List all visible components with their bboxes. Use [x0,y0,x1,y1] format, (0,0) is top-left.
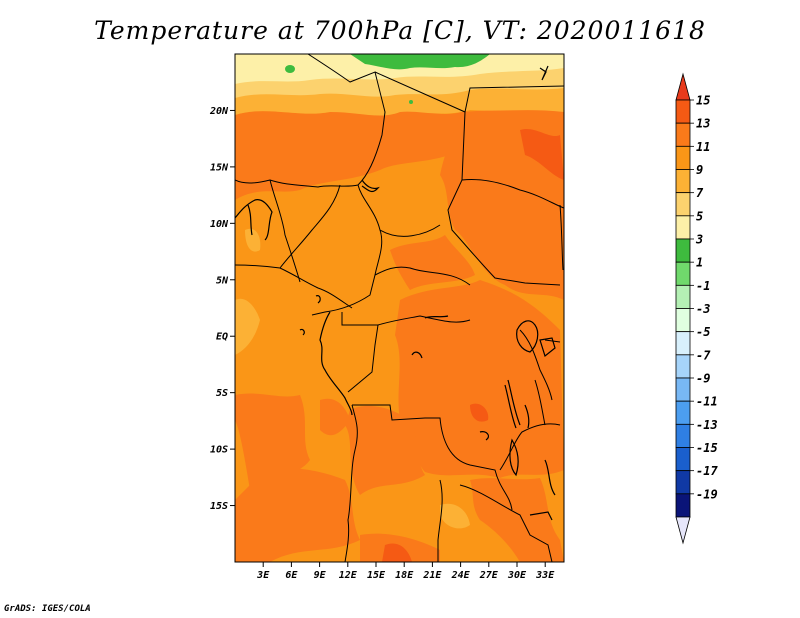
lon-tick-label: 3E [256,570,270,581]
colorbar-segment [675,400,691,425]
temperature-field [235,54,564,562]
colorbar-segment [675,308,691,333]
map-frame [234,53,565,563]
colorbar-segment [675,470,691,495]
lat-tick-label: 15N [210,162,229,173]
colorbar-top-arrow [675,72,691,101]
grads-credit: GrADS: IGES/COLA [4,604,91,614]
colorbar-label: 5 [696,209,703,223]
colorbar-label: 9 [696,163,703,177]
colorbar-segment [675,331,691,356]
lat-tick-label: 10N [210,219,229,230]
lat-tick-label: 10S [210,445,228,456]
colorbar-segment [675,215,691,240]
colorbar-label: -15 [696,441,718,455]
colorbar-segment [675,447,691,472]
colorbar-label: 1 [696,256,703,270]
map-title: Temperature at 700hPa [C], VT: 202001161… [94,16,706,45]
colorbar-label: -17 [696,464,718,478]
colorbar-label: -7 [696,348,711,362]
band-1-3 [350,54,490,70]
colorbar-segment [675,423,691,448]
color-bar-legend: 15 13 11 9 7 5 3 1 -1 -3 -5 -7 -9 -11 -13 -15 -17 -19 [675,72,718,545]
colorbar-segment [675,493,691,518]
colorbar-segment [675,99,691,124]
colorbar-segment [675,169,691,194]
lat-tick-label: 20N [209,106,229,117]
colorbar-segment [675,238,691,263]
lat-tick-label: 5S [216,388,228,399]
colorbar-label: -1 [696,279,710,293]
lon-tick-label: 15E [367,570,386,581]
colorbar-label: -5 [696,325,710,339]
lon-tick-label: 27E [479,570,499,581]
colorbar-label: 11 [696,140,710,154]
colorbar-segment [675,122,691,147]
colorbar-bottom-arrow [675,516,691,545]
colorbar-label: -19 [696,487,718,501]
colorbar-segment [675,354,691,379]
colorbar-label: 13 [696,117,710,131]
band-13-15 [382,128,564,562]
country-borders [235,54,564,562]
lon-tick-label: 30E [507,570,527,581]
colorbar-label: 3 [695,233,703,247]
colorbar-label: 15 [696,94,710,108]
lon-tick-label: 18E [395,570,414,581]
colorbar-label: -13 [696,418,718,432]
band-11-13 [235,109,564,562]
colorbar-label: -11 [696,395,718,409]
colorbar-label: -9 [696,372,710,386]
colorbar-segment [675,284,691,309]
band-7-9 [235,228,470,529]
lon-tick-label: 12E [339,570,358,581]
colorbar-label: -3 [696,302,710,316]
colorbar-label: 7 [696,186,704,200]
latitude-axis: 20N 15N 10N 5N EQ 5S 10S 15S [209,106,235,512]
colorbar-segment [675,145,691,170]
lon-tick-label: 21E [422,570,442,581]
lat-tick-label: 5N [216,275,229,286]
longitude-axis: 3E 6E 9E 12E 15E 18E 21E 24E 27E 30E 33E [256,562,555,581]
lon-tick-label: 33E [535,570,555,581]
colorbar-segment [675,192,691,217]
lat-tick-label: 15S [210,501,228,512]
lon-tick-label: 9E [314,570,327,581]
colorbar-segment [675,377,691,402]
colorbar-segment [675,261,691,286]
coastlines-lakes [235,65,556,521]
lon-tick-label: 6E [285,570,298,581]
lon-tick-label: 24E [451,570,471,581]
lat-tick-label: EQ [216,332,228,343]
